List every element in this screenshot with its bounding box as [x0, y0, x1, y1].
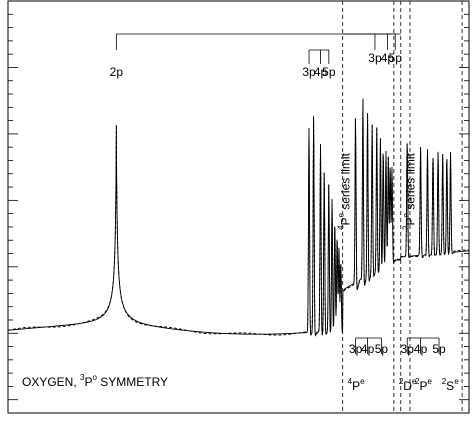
series-limit-label: 2Pe series limit: [402, 152, 418, 230]
top-ladder-label: 4p: [314, 65, 328, 79]
bottom-left-ladder-label: 4p: [361, 342, 375, 356]
plot-frame: [7, 0, 470, 414]
bottom-left-ladder-label: 5p: [375, 342, 389, 356]
annotations: 4Pe series limit 2Pe series limit 4Pe 2De2P…: [337, 152, 460, 393]
top-ladder-label: 5p: [322, 65, 336, 79]
top-ladder-label: 3p: [302, 65, 316, 79]
bottom-right-ladder-label: 4p: [414, 342, 428, 356]
symmetry-caption: OXYGEN, 3Po SYMMETRY: [22, 373, 168, 389]
bottom-right-ladder-label: 3p: [401, 342, 415, 356]
curves: [7, 98, 470, 337]
bottom-left-ladder-label: 3p: [349, 342, 363, 356]
bottom-right-ladder-label: 5p: [432, 342, 446, 356]
threshold-lines: [342, 1, 463, 413]
series-solid: [7, 98, 470, 337]
axis-ticks: [8, 13, 469, 401]
threshold-term-label: 2De: [399, 377, 417, 393]
threshold-term-label: 2Pe: [415, 377, 432, 393]
threshold-term-label: 2Se: [442, 377, 459, 393]
series-limit-label: 4Pe series limit: [337, 152, 353, 230]
series-dashed: [7, 99, 470, 336]
right-ladder-label: 3p: [368, 51, 382, 65]
right-ladder-label: 4p: [381, 51, 395, 65]
main-peak-label: 2p: [110, 65, 124, 79]
right-ladder-label: 5p: [389, 51, 403, 65]
threshold-term-label: 4Pe: [348, 377, 365, 393]
